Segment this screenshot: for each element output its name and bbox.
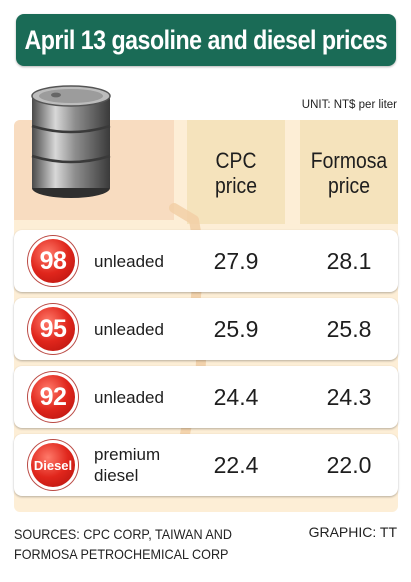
grade-badge: 98 bbox=[28, 236, 78, 286]
cpc-price-header: CPC price bbox=[215, 148, 257, 198]
grade-label: unleaded bbox=[94, 319, 164, 339]
formosa-price-header: Formosa price bbox=[310, 148, 388, 198]
cpc-price-value: 27.9 bbox=[213, 247, 259, 274]
sources-note: SOURCES: CPC CORP, TAIWAN AND FORMOSA PE… bbox=[14, 526, 232, 562]
price-row-98: 98 unleaded 27.9 28.1 bbox=[14, 230, 398, 292]
grade-badge: 95 bbox=[28, 304, 78, 354]
cpc-price-value: 24.4 bbox=[213, 383, 259, 410]
formosa-price-value: 22.0 bbox=[326, 451, 372, 478]
grade-badge: Diesel bbox=[28, 440, 78, 490]
grade-badge: 92 bbox=[28, 372, 78, 422]
title-bar: April 13 gasoline and diesel prices bbox=[16, 14, 396, 66]
cpc-price-value: 22.4 bbox=[213, 451, 259, 478]
grade-label: unleaded bbox=[94, 251, 164, 271]
formosa-price-value: 28.1 bbox=[326, 247, 372, 274]
formosa-column-header-bg bbox=[300, 120, 398, 224]
page-title: April 13 gasoline and diesel prices bbox=[24, 24, 388, 55]
cpc-column-header-bg bbox=[187, 120, 285, 224]
grade-label: premium diesel bbox=[94, 445, 161, 485]
formosa-price-value: 25.8 bbox=[326, 315, 372, 342]
grade-label: unleaded bbox=[94, 387, 164, 407]
formosa-price-value: 24.3 bbox=[326, 383, 372, 410]
price-row-95: 95 unleaded 25.9 25.8 bbox=[14, 298, 398, 360]
unit-label: UNIT: NT$ per liter bbox=[301, 99, 397, 111]
price-row-diesel: Diesel premium diesel 22.4 22.0 bbox=[14, 434, 398, 496]
cpc-price-value: 25.9 bbox=[213, 315, 259, 342]
price-row-92: 92 unleaded 24.4 24.3 bbox=[14, 366, 398, 428]
oil-barrel-icon bbox=[31, 85, 111, 198]
graphic-credit: GRAPHIC: TT bbox=[308, 524, 397, 540]
